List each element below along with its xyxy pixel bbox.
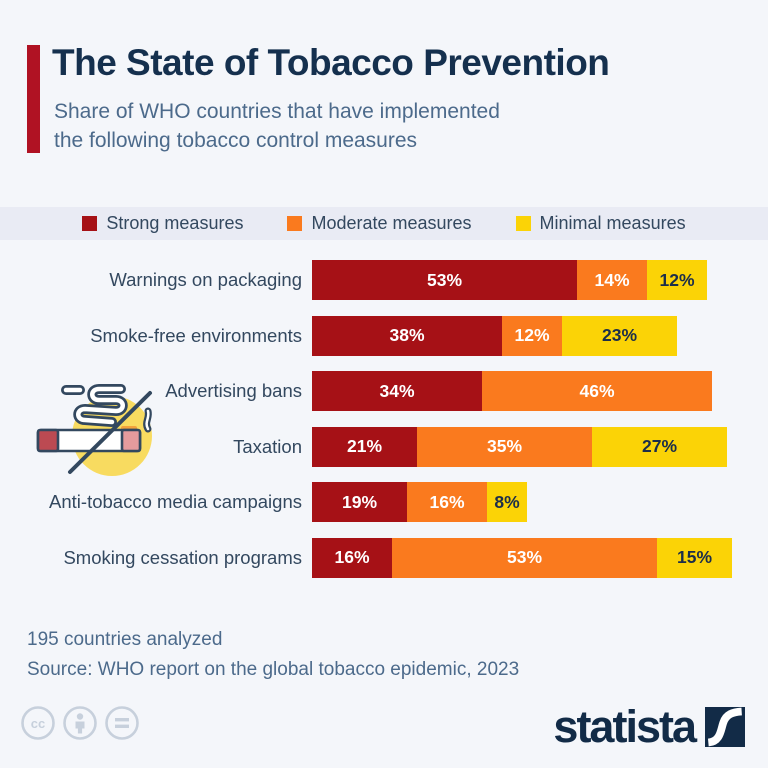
stacked-bar-chart: Warnings on packaging 53% 14% 12% Smoke-free… [0,260,768,593]
no-smoking-icon [36,384,152,476]
bar-value-label: 27% [641,436,678,456]
cc-license-icons: cc [21,706,139,740]
legend-label: Minimal measures [539,213,686,233]
bar-value-label: 8% [494,491,520,512]
bar-track: 21% 35% 27% [312,426,768,467]
legend-label: Moderate measures [311,213,472,233]
bar-segment-strong: 21% [312,426,417,467]
bar-value-label: 34% [379,380,415,401]
analysis-note: 195 countries analyzed [27,629,223,650]
cc-icon: cc [21,706,55,740]
bar-value-label: 21% [346,436,383,456]
bar-segment-strong: 16% [312,537,392,578]
attribution-icon [63,706,97,740]
bar-segment-strong: 34% [312,371,482,411]
bar-value-label: 53% [426,269,463,290]
bar-segment-strong: 38% [312,315,502,356]
chart-row: Smoke-free environments 38% 12% 23% [0,315,768,356]
category-label: Smoke-free environments [90,324,302,346]
legend-label: Strong measures [106,213,244,233]
legend-swatch-icon [287,216,303,231]
slash-icon [68,391,152,474]
bar-segment-strong: 53% [312,260,577,300]
chart-row: Advertising bans 34% 46% [0,371,768,411]
source-note: Source: WHO report on the global tobacco… [27,659,520,680]
bar-segment-moderate: 12% [502,315,562,356]
legend-swatch-icon [82,216,98,231]
category-label: Anti-tobacco media campaigns [49,491,302,512]
bar-segment-minimal: 27% [592,426,727,467]
category-label: Smoking cessation programs [63,546,302,568]
bar-segment-minimal: 15% [657,537,732,578]
legend-item: Strong measures [82,213,243,234]
category-label: Taxation [233,435,302,457]
bar-value-label: 19% [341,491,378,512]
bar-segment-moderate: 53% [392,537,657,578]
bar-track: 53% 14% 12% [312,260,768,300]
category-label: Warnings on packaging [109,269,302,290]
bar-value-label: 23% [601,325,638,345]
title-accent-bar [27,45,40,153]
bar-segment-minimal: 8% [487,482,527,522]
bar-track: 38% 12% 23% [312,315,768,356]
chart-row: Smoking cessation programs 16% 53% 15% [0,537,768,578]
bar-value-label: 15% [676,547,713,567]
legend-item: Minimal measures [515,213,686,234]
chart-title: The State of Tobacco Prevention [52,42,610,83]
bar-segment-moderate: 46% [482,371,712,411]
equals-icon [105,706,139,740]
statista-wordmark: statista [553,701,697,752]
smoke-icon [61,384,152,433]
bar-segment-minimal: 12% [647,260,707,300]
bar-segment-minimal: 23% [562,315,677,356]
bar-track: 34% 46% [312,371,768,411]
bar-value-label: 14% [594,269,630,290]
chart-row: Anti-tobacco media campaigns 19% 16% 8% [0,482,768,522]
bar-track: 16% 53% 15% [312,537,768,578]
bar-value-label: 46% [579,380,615,401]
statista-logo: statista [553,704,745,749]
bar-value-label: 12% [659,269,695,290]
bar-value-label: 12% [514,325,550,345]
legend: Strong measures Moderate measures Minimal … [0,207,768,240]
bar-segment-strong: 19% [312,482,407,522]
bar-value-label: 35% [486,436,523,456]
bar-track: 19% 16% 8% [312,482,768,522]
bar-segment-moderate: 14% [577,260,647,300]
chart-row: Taxation 21% 35% 27% [0,426,768,467]
cigarette-icon [36,426,142,453]
legend-item: Moderate measures [287,213,472,234]
chart-subtitle: Share of WHO countries that have impleme… [54,100,500,152]
svg-text:cc: cc [31,716,45,731]
bar-value-label: 53% [506,547,543,567]
bar-value-label: 38% [389,325,425,345]
bar-segment-moderate: 35% [417,426,592,467]
legend-swatch-icon [515,216,531,231]
chart-row: Warnings on packaging 53% 14% 12% [0,260,768,300]
bar-value-label: 16% [334,547,370,567]
bar-value-label: 16% [429,491,465,512]
bar-segment-moderate: 16% [407,482,487,522]
statista-logo-mark [705,706,745,747]
category-label: Advertising bans [165,380,302,401]
